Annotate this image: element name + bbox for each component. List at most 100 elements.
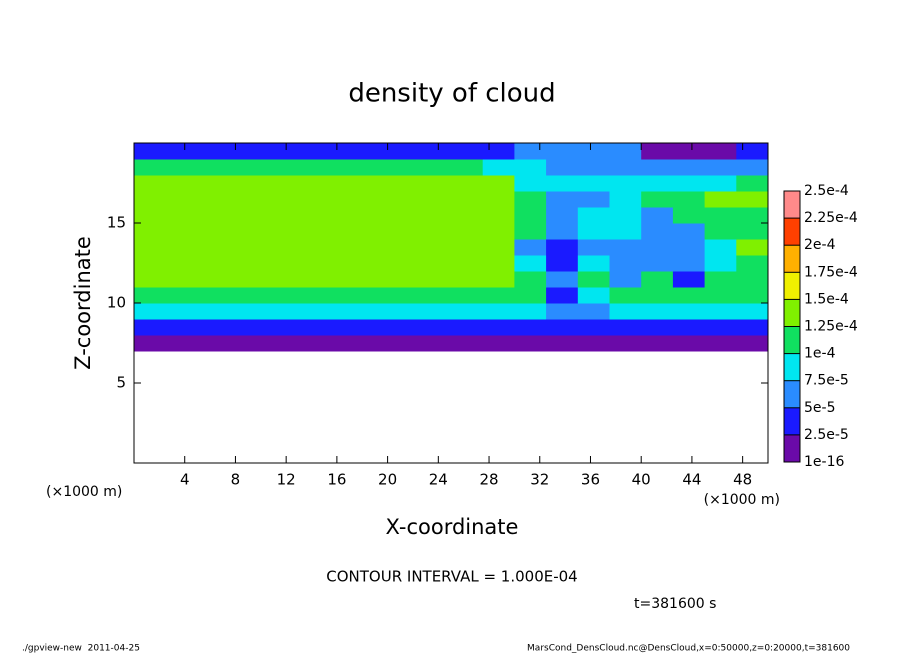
density-cell — [165, 303, 198, 320]
x-tick-label: 4 — [180, 471, 190, 489]
density-cell — [672, 255, 706, 272]
colorbar-swatch — [784, 299, 800, 327]
density-cell — [641, 175, 674, 192]
density-cell — [419, 271, 452, 288]
density-cell — [324, 159, 357, 176]
density-cell — [609, 159, 642, 176]
density-cell — [672, 143, 706, 160]
density-cell — [292, 143, 325, 160]
colorbar-label: 1.5e-4 — [804, 291, 849, 307]
density-cell — [292, 159, 325, 176]
density-cell — [577, 191, 610, 208]
density-cell — [260, 223, 293, 240]
density-cell — [641, 143, 674, 160]
density-cell — [546, 319, 579, 336]
density-cell — [451, 255, 484, 272]
density-cell — [260, 143, 293, 160]
x-tick-label: 12 — [277, 471, 296, 489]
density-cell — [134, 255, 167, 272]
density-cell — [419, 159, 452, 176]
density-cell — [134, 159, 167, 176]
density-cell — [355, 175, 389, 192]
x-unit-label: (×1000 m) — [704, 492, 780, 508]
density-cell — [609, 335, 642, 352]
y-tick-label: 5 — [116, 374, 126, 392]
density-cell — [641, 159, 674, 176]
density-cell — [292, 191, 325, 208]
density-cell — [736, 271, 769, 288]
density-cell — [197, 239, 230, 256]
density-cell — [324, 271, 357, 288]
density-cell — [736, 335, 769, 352]
density-cell — [134, 223, 167, 240]
density-cell — [229, 159, 262, 176]
density-cell — [482, 335, 515, 352]
density-cell — [546, 239, 579, 256]
density-cell — [482, 143, 515, 160]
density-cell — [197, 143, 230, 160]
colorbar-swatch — [784, 434, 800, 462]
y-axis-label: Z-coordinate — [71, 236, 95, 370]
density-cell — [704, 319, 737, 336]
density-cell — [577, 223, 610, 240]
density-cell — [165, 175, 198, 192]
density-cell — [260, 303, 293, 320]
x-tick-label: 8 — [231, 471, 241, 489]
density-cell — [387, 255, 420, 272]
density-cell — [134, 143, 167, 160]
density-cell — [451, 239, 484, 256]
density-cell — [451, 287, 484, 304]
density-cell — [704, 191, 737, 208]
density-cell — [641, 271, 674, 288]
density-cell — [387, 335, 420, 352]
density-cell — [419, 191, 452, 208]
density-cell — [260, 271, 293, 288]
density-cell — [577, 159, 610, 176]
density-cell — [609, 191, 642, 208]
density-cell — [704, 175, 737, 192]
density-cell — [355, 191, 389, 208]
density-cell — [165, 239, 198, 256]
density-cell — [672, 239, 706, 256]
colorbar-swatch — [784, 407, 800, 435]
footer-right: MarsCond_DensCloud.nc@DensCloud,x=0:5000… — [527, 644, 850, 654]
density-cell — [514, 303, 547, 320]
density-cell — [482, 239, 515, 256]
density-cell — [165, 271, 198, 288]
density-cell — [736, 143, 769, 160]
density-cell — [419, 319, 452, 336]
contour-interval: CONTOUR INTERVAL = 1.000E-04 — [326, 568, 577, 586]
x-tick-label: 24 — [429, 471, 448, 489]
density-cell — [704, 271, 737, 288]
density-cell — [260, 175, 293, 192]
density-cell — [672, 207, 706, 224]
density-cell — [197, 319, 230, 336]
density-cell — [704, 287, 737, 304]
density-cell — [482, 191, 515, 208]
density-cell — [482, 223, 515, 240]
density-cell — [577, 207, 610, 224]
density-cell — [704, 303, 737, 320]
colorbar-swatch — [784, 191, 800, 219]
density-cell — [134, 239, 167, 256]
density-cell — [577, 143, 610, 160]
density-cell — [451, 143, 484, 160]
density-cell — [229, 143, 262, 160]
density-cell — [165, 143, 198, 160]
density-cell — [197, 223, 230, 240]
y-unit-label: (×1000 m) — [46, 484, 122, 500]
density-cell — [609, 319, 642, 336]
density-cell — [514, 335, 547, 352]
x-tick-label: 36 — [581, 471, 600, 489]
density-cell — [736, 303, 769, 320]
density-cell — [355, 207, 389, 224]
density-cell — [324, 239, 357, 256]
colorbar-label: 2.5e-5 — [804, 427, 849, 443]
x-tick-label: 44 — [682, 471, 701, 489]
density-cell — [260, 335, 293, 352]
density-cell — [387, 191, 420, 208]
density-cell — [324, 287, 357, 304]
x-tick-label: 20 — [378, 471, 397, 489]
density-cell — [292, 335, 325, 352]
